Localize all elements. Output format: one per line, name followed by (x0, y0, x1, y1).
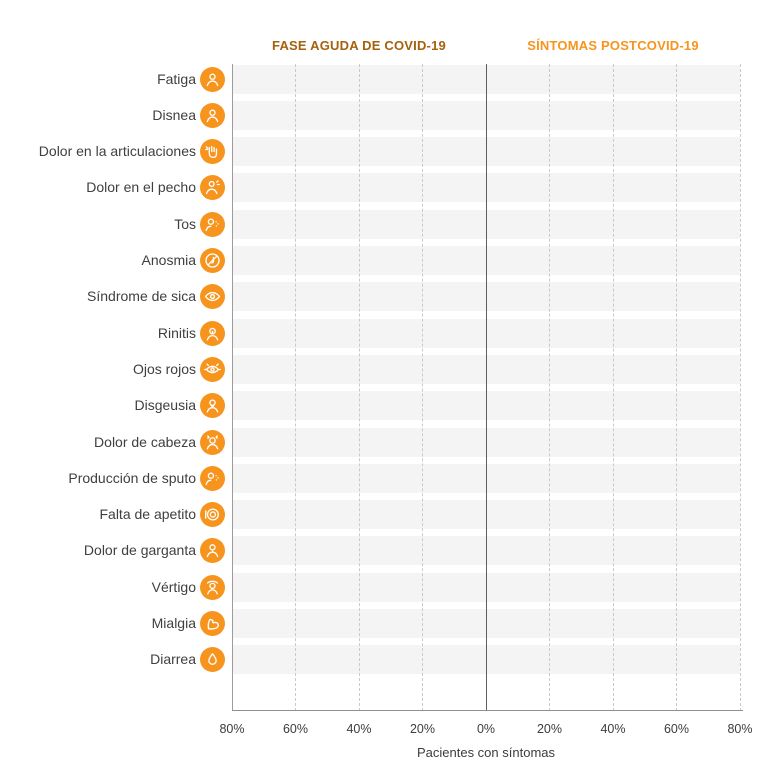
x-tick-label: 80% (727, 722, 753, 736)
row-label: Vértigo (151, 578, 196, 595)
row-label: Disnea (152, 106, 196, 123)
chest-pain-icon (200, 175, 225, 201)
row-label: Anosmia (141, 252, 196, 268)
row-label: Dolor en la articulaciones (38, 143, 196, 160)
acute-phase-header: FASE AGUDA DE COVID-19 (272, 38, 446, 53)
x-tick-label: 60% (282, 722, 309, 736)
dysgeusia-icon (200, 393, 225, 419)
gridline (549, 64, 550, 711)
row-label: Mialgia (151, 615, 196, 631)
vertigo-icon (200, 574, 225, 600)
x-axis-title: Pacientes con síntomas (416, 745, 556, 760)
x-tick-label: 80% (219, 722, 245, 736)
x-tick-label: 40% (346, 722, 372, 736)
red-eyes-icon (200, 356, 225, 382)
x-axis-line (232, 710, 743, 711)
row-label: Ojos rojos (132, 360, 196, 377)
headache-icon (200, 429, 225, 455)
x-tick-label: 20% (409, 722, 436, 736)
gridline (358, 64, 360, 711)
row-label: Rinitis (157, 324, 196, 341)
row-label: Falta de apetito (99, 506, 196, 523)
sputum-icon (200, 465, 225, 491)
row-label: Tos (174, 215, 196, 232)
gridline (739, 64, 741, 711)
gridline (612, 64, 614, 711)
fatigue-icon (200, 66, 225, 92)
row-label: Fatiga (157, 70, 196, 87)
row-label: Dolor de cabeza (94, 433, 196, 450)
x-tick-label: 40% (600, 722, 626, 736)
postcovid-header: SÍNTOMAS POSTCOVID-19 (527, 38, 699, 53)
row-label: Dolor en el pecho (86, 179, 196, 196)
gridline (422, 64, 423, 711)
gridline (676, 64, 677, 711)
rhinitis-icon (200, 320, 225, 346)
plot-left-edge-line (231, 64, 233, 711)
row-label: Disgeusia (134, 397, 196, 414)
anosmia-icon (200, 248, 225, 273)
cough-icon (200, 211, 225, 237)
gridline (295, 64, 296, 711)
row-label: Producción de sputo (68, 469, 196, 486)
x-tick-label: 0% (476, 722, 496, 736)
row-label: Diarrea (150, 651, 196, 668)
appetite-loss-icon (200, 502, 225, 528)
sore-throat-icon (200, 538, 225, 564)
row-label: Dolor de garganta (83, 542, 196, 559)
dry-eye-icon (200, 284, 225, 310)
row-label: Síndrome de sica (87, 288, 196, 305)
myalgia-icon (200, 611, 225, 636)
x-tick-label: 20% (536, 722, 563, 736)
diarrhea-icon (200, 647, 225, 673)
x-tick-label: 60% (663, 722, 690, 736)
dyspnea-icon (200, 102, 225, 128)
zero-percent-line (485, 64, 487, 711)
joint-pain-icon (200, 139, 225, 165)
